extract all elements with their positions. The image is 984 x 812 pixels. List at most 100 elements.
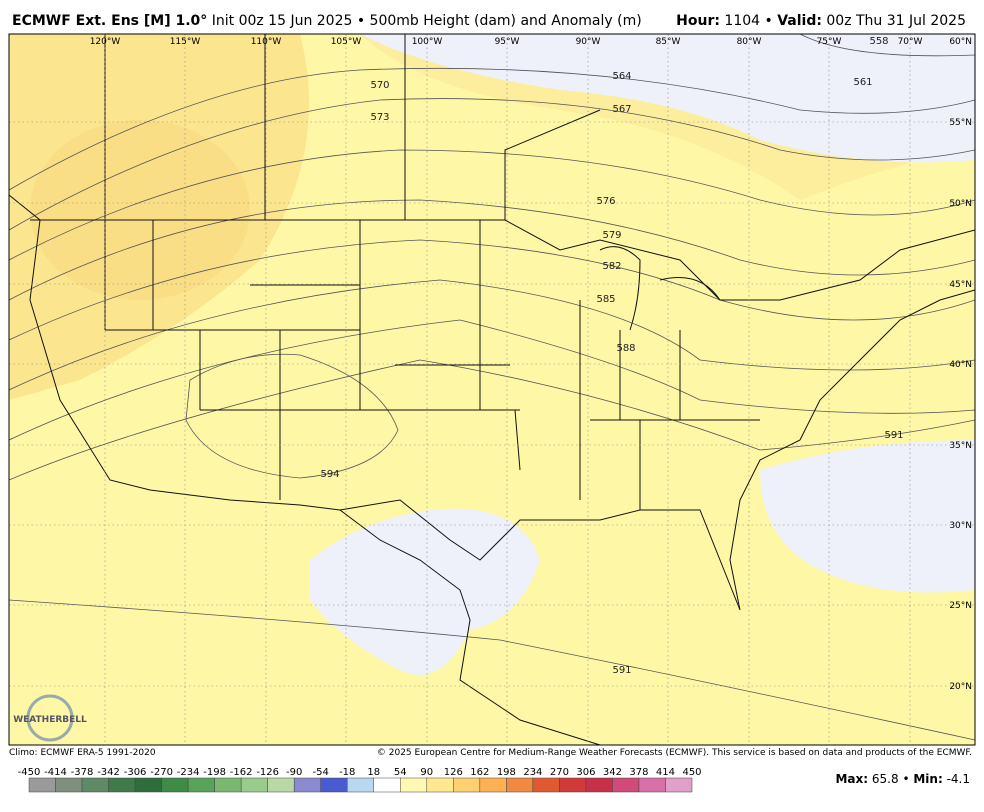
contour-label: 558	[869, 36, 888, 47]
colorbar-swatch	[267, 777, 295, 793]
contour-label: 585	[596, 294, 615, 305]
max: 65.8	[872, 772, 899, 786]
contour-label: 582	[602, 261, 621, 272]
colorbar-tick-label: -90	[286, 767, 302, 778]
colorbar-swatch	[346, 777, 375, 793]
lon-label: 105°W	[331, 37, 362, 47]
lat-label: 55°N	[949, 118, 972, 128]
colorbar-tick-label: 90	[420, 767, 433, 778]
min-label: Min:	[913, 772, 942, 786]
negative-anomaly	[760, 440, 975, 593]
lat-label: 40°N	[949, 360, 972, 370]
colorbar-tick-label: 270	[550, 767, 569, 778]
lat-label: 45°N	[949, 280, 972, 290]
colorbar-swatch	[320, 777, 348, 793]
lat-label: 25°N	[949, 601, 972, 611]
colorbar-swatch	[81, 777, 109, 793]
contour-label: 576	[596, 196, 615, 207]
colorbar-swatch	[638, 777, 666, 793]
logo: WEATHERBELL	[13, 715, 87, 725]
colorbar-tick-label: 450	[682, 767, 701, 778]
contour-label: 564	[612, 71, 631, 82]
colorbar-tick-label: 342	[603, 767, 622, 778]
colorbar-tick-label: -450	[18, 767, 41, 778]
colorbar-swatch	[532, 777, 560, 793]
colorbar-swatch	[665, 777, 693, 793]
colorbar-tick-label: -342	[97, 767, 120, 778]
colorbar-tick-label: -234	[177, 767, 200, 778]
colorbar-swatch	[373, 777, 401, 793]
lon-label: 115°W	[170, 37, 201, 47]
lon-label: 70°W	[898, 37, 923, 47]
separator: •	[902, 772, 909, 786]
colorbar-tick-label: -162	[230, 767, 253, 778]
map: 120°W 115°W 110°W 105°W 100°W 95°W 90°W 85°W 80°…	[9, 34, 975, 745]
copyright: © 2025 European Centre for Medium-Range …	[377, 748, 972, 758]
colorbar-tick-label: 126	[444, 767, 463, 778]
stats: Max: 65.8 • Min: -4.1	[835, 772, 970, 786]
contour-label: 591	[884, 430, 903, 441]
colorbar-tick-label: 414	[656, 767, 675, 778]
colorbar-swatch	[55, 777, 83, 793]
contour-label: 594	[320, 469, 339, 480]
lat-label: 35°N	[949, 441, 972, 451]
contour-label: 561	[853, 77, 872, 88]
lon-label: 85°W	[656, 37, 681, 47]
lat-label: 60°N	[949, 37, 972, 47]
colorbar-tick-label: -270	[150, 767, 173, 778]
contour-label: 588	[616, 343, 635, 354]
colorbar-swatch	[506, 777, 534, 793]
colorbar-swatch	[400, 777, 428, 793]
colorbar-swatch	[134, 777, 162, 793]
logo-ring	[26, 694, 74, 742]
max-label: Max:	[835, 772, 868, 786]
colorbar-tick-label: 306	[576, 767, 595, 778]
colorbar-tick-label: -18	[339, 767, 355, 778]
contour-label: 579	[602, 230, 621, 241]
colorbar-swatch	[214, 777, 242, 793]
colorbar-swatch	[612, 777, 640, 793]
graticule	[9, 34, 975, 745]
map-frame	[8, 33, 976, 746]
colorbar-tick-label: -378	[71, 767, 94, 778]
contours	[9, 34, 975, 741]
colorbar-tick-label: -414	[44, 767, 67, 778]
contour-label: 591	[612, 665, 631, 676]
colorbar-tick-label: 198	[497, 767, 516, 778]
header-right: Hour: 1104 • Valid: 00z Thu 31 Jul 2025	[676, 13, 966, 29]
lon-label: 110°W	[251, 37, 282, 47]
climo: Climo: ECMWF ERA-5 1991-2020	[9, 748, 156, 758]
borders	[9, 34, 975, 745]
contour-label: 567	[612, 104, 631, 115]
lon-label: 80°W	[737, 37, 762, 47]
min: -4.1	[947, 772, 970, 786]
hour-label: Hour:	[676, 13, 720, 29]
valid: 00z Thu 31 Jul 2025	[826, 13, 966, 29]
hour: 1104 •	[724, 13, 772, 29]
valid-label: Valid:	[777, 13, 822, 29]
lat-label: 50°N	[949, 199, 972, 209]
colorbar-tick-label: 18	[367, 767, 380, 778]
colorbar-swatch	[293, 777, 321, 793]
map-labels: 120°W 115°W 110°W 105°W 100°W 95°W 90°W 85°W 80°…	[90, 36, 972, 692]
colorbar-tick-label: 378	[629, 767, 648, 778]
colorbar-tick-label: -198	[203, 767, 226, 778]
description: Init 00z 15 Jun 2025 • 500mb Height (dam…	[212, 13, 642, 29]
colorbar-swatch	[585, 777, 613, 793]
colorbar-tick-label: -54	[313, 767, 329, 778]
colorbar-swatch	[453, 777, 481, 793]
negative-anomaly	[310, 508, 540, 675]
negative-anomaly	[360, 34, 975, 163]
colorbar-swatch	[426, 777, 454, 793]
colorbar-tick-label: -306	[124, 767, 147, 778]
colorbar-swatch	[28, 777, 56, 793]
colorbar-tick-label: 234	[523, 767, 542, 778]
lat-label: 20°N	[949, 682, 972, 692]
contour-label: 573	[370, 112, 389, 123]
colorbar-swatch	[108, 777, 136, 793]
lon-label: 100°W	[412, 37, 443, 47]
colorbar-swatch	[240, 777, 268, 793]
colorbar-swatch	[187, 777, 215, 793]
lon-label: 75°W	[817, 37, 842, 47]
